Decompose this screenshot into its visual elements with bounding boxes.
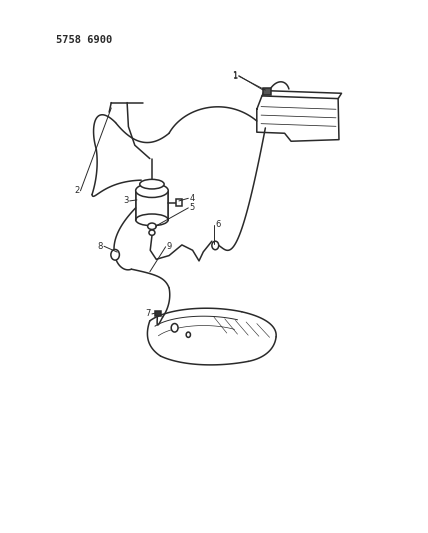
Text: 8: 8 [97, 242, 103, 251]
Text: 2: 2 [74, 187, 79, 195]
Bar [155, 311, 161, 316]
Ellipse shape [136, 183, 168, 197]
Text: 3: 3 [123, 197, 128, 205]
Circle shape [111, 249, 119, 260]
Bar [136, 191, 168, 220]
Text: 1: 1 [232, 71, 238, 80]
Circle shape [186, 332, 190, 337]
Text: 6: 6 [215, 221, 221, 229]
Text: 5758 6900: 5758 6900 [56, 35, 112, 45]
Ellipse shape [140, 179, 164, 189]
Circle shape [171, 324, 178, 332]
Circle shape [212, 241, 219, 249]
Text: 1: 1 [232, 72, 238, 80]
Text: 7: 7 [145, 310, 151, 318]
Bar [263, 88, 271, 95]
Ellipse shape [136, 214, 168, 226]
Text: 5: 5 [190, 204, 195, 212]
Text: 4: 4 [190, 194, 195, 203]
Text: 9: 9 [167, 243, 172, 251]
Ellipse shape [149, 230, 155, 236]
Ellipse shape [148, 223, 156, 229]
Bar [176, 199, 182, 206]
